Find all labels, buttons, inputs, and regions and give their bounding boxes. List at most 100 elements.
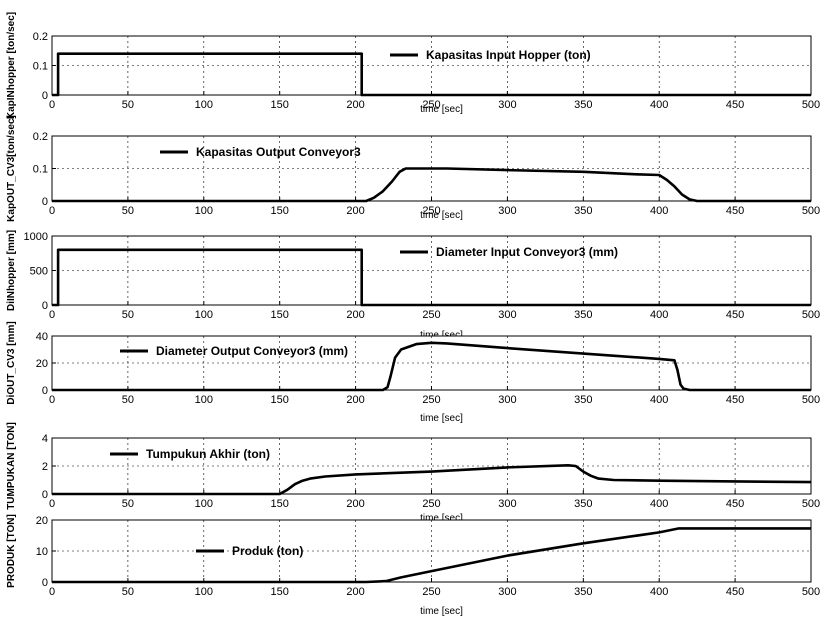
x-tick-label: 450 — [726, 205, 744, 217]
x-tick-label: 50 — [122, 309, 134, 321]
y-axis-label: PRODUK [TON] — [6, 514, 17, 588]
x-tick-label: 400 — [650, 498, 668, 510]
subplot-3: 0 50 100 150 200 250 300 350 400 450 500 0 500 1000 Di… — [6, 230, 820, 341]
y-tick-label: 0 — [42, 489, 48, 501]
x-tick-label: 200 — [346, 586, 364, 598]
y-tick-label: 0 — [42, 90, 48, 102]
y-tick-label: 500 — [30, 266, 48, 278]
series-line-1 — [52, 463, 812, 496]
subplot-2: 0 50 100 150 200 250 300 350 400 450 500 0 0.1 0.2 Kap… — [6, 115, 820, 222]
x-tick-label: 500 — [802, 394, 820, 406]
legend: Produk (ton) — [196, 544, 303, 558]
x-tick-label: 350 — [574, 394, 592, 406]
x-tick-label: 350 — [574, 586, 592, 598]
x-tick-label: 50 — [122, 498, 134, 510]
y-tick-label: 10 — [36, 546, 48, 558]
y-tick-label: 0 — [42, 300, 48, 312]
y-axis-label: KapINhopper [ton/sec] — [6, 12, 17, 119]
x-tick-label: 0 — [49, 205, 55, 217]
x-tick-label: 0 — [49, 498, 55, 510]
y-tick-label: 0.1 — [33, 61, 48, 73]
legend-label: Produk (ton) — [232, 544, 303, 558]
legend-label: Tumpukun Akhir (ton) — [146, 447, 270, 461]
x-tick-label: 50 — [122, 205, 134, 217]
x-tick-label: 0 — [49, 99, 55, 111]
x-axis-label: time [sec] — [420, 413, 463, 424]
series-line-1 — [52, 52, 811, 97]
x-tick-label: 400 — [650, 205, 668, 217]
x-tick-label: 50 — [122, 394, 134, 406]
x-tick-label: 300 — [498, 586, 516, 598]
y-tick-label: 4 — [42, 433, 48, 445]
y-tick-label: 1000 — [24, 231, 48, 243]
x-tick-label: 450 — [726, 498, 744, 510]
x-tick-label: 350 — [574, 309, 592, 321]
y-axis-label: TUMPUKAN [TON] — [6, 422, 17, 510]
x-axis-label: time [sec] — [420, 210, 463, 221]
legend-label: Kapasitas Input Hopper (ton) — [426, 48, 591, 62]
x-tick-label: 250 — [422, 394, 440, 406]
x-tick-label: 350 — [574, 99, 592, 111]
x-tick-label: 150 — [271, 586, 289, 598]
y-tick-label: 0 — [42, 577, 48, 589]
x-tick-label: 200 — [346, 498, 364, 510]
x-tick-label: 150 — [271, 99, 289, 111]
x-tick-label: 400 — [650, 309, 668, 321]
x-tick-label: 500 — [802, 99, 820, 111]
x-tick-label: 300 — [498, 498, 516, 510]
legend: Diameter Input Conveyor3 (mm) — [400, 245, 618, 259]
y-tick-label: 20 — [36, 515, 48, 527]
x-tick-label: 500 — [802, 586, 820, 598]
legend-label: Diameter Output Conveyor3 (mm) — [156, 344, 348, 358]
y-tick-label: 40 — [36, 331, 48, 343]
x-tick-label: 450 — [726, 309, 744, 321]
x-tick-label: 100 — [195, 498, 213, 510]
x-tick-label: 50 — [122, 99, 134, 111]
y-tick-label: 2 — [42, 461, 48, 473]
x-tick-label: 100 — [195, 205, 213, 217]
y-tick-label: 0.2 — [33, 31, 48, 43]
x-tick-label: 500 — [802, 205, 820, 217]
x-tick-label: 450 — [726, 99, 744, 111]
x-tick-label: 0 — [49, 309, 55, 321]
legend: Tumpukun Akhir (ton) — [110, 447, 270, 461]
y-tick-label: 0 — [42, 385, 48, 397]
x-tick-label: 250 — [422, 586, 440, 598]
y-tick-label: 0.2 — [33, 131, 48, 143]
y-axis-label: DiINhopper [mm] — [6, 230, 17, 311]
x-tick-label: 0 — [49, 394, 55, 406]
legend: Kapasitas Input Hopper (ton) — [390, 48, 591, 62]
series-line-1 — [52, 248, 811, 307]
subplot-1: 0 50 100 150 200 250 300 350 400 450 500 0 0.1 0.2 Kap… — [6, 12, 820, 119]
x-tick-label: 100 — [195, 99, 213, 111]
x-tick-label: 250 — [422, 309, 440, 321]
x-tick-label: 250 — [422, 205, 440, 217]
x-tick-label: 500 — [802, 498, 820, 510]
x-tick-label: 100 — [195, 586, 213, 598]
x-tick-label: 400 — [650, 394, 668, 406]
legend-label: Diameter Input Conveyor3 (mm) — [436, 245, 618, 259]
x-tick-label: 350 — [574, 205, 592, 217]
x-tick-label: 150 — [271, 394, 289, 406]
subplot-6: 0 50 100 150 200 250 300 350 400 450 500 0 10 20 Produ… — [6, 514, 820, 617]
series-line-1 — [52, 527, 811, 584]
legend: Kapasitas Output Conveyor3 — [160, 145, 361, 159]
x-tick-label: 150 — [271, 309, 289, 321]
x-tick-label: 100 — [195, 394, 213, 406]
x-tick-label: 350 — [574, 498, 592, 510]
y-axis-label: DiOUT_CV3 [mm] — [6, 321, 17, 404]
x-tick-label: 300 — [498, 394, 516, 406]
x-tick-label: 200 — [346, 205, 364, 217]
x-tick-label: 300 — [498, 99, 516, 111]
x-tick-label: 450 — [726, 394, 744, 406]
y-tick-label: 0 — [42, 196, 48, 208]
x-tick-label: 500 — [802, 309, 820, 321]
subplot-4: 0 50 100 150 200 250 300 350 400 450 500 0 20 40 Diame… — [6, 321, 820, 424]
series-line-1 — [52, 167, 811, 203]
subplot-5: 0 50 100 150 200 250 300 350 400 450 500 0 2 4 Tumpuku… — [6, 422, 820, 524]
series-line-1 — [52, 341, 811, 392]
x-tick-label: 400 — [650, 586, 668, 598]
x-tick-label: 250 — [422, 99, 440, 111]
x-tick-label: 0 — [49, 586, 55, 598]
